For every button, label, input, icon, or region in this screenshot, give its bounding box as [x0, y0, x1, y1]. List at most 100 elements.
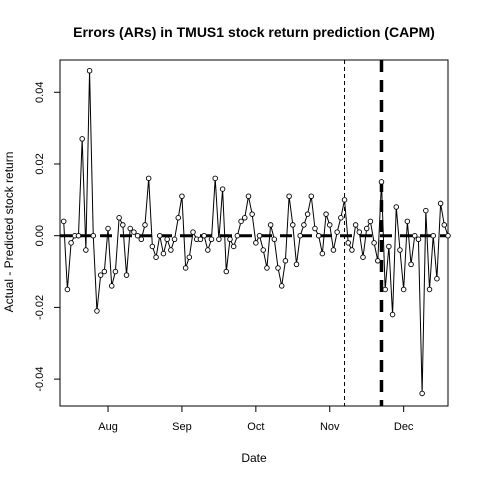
x-tick-label: Nov	[320, 421, 340, 433]
data-point	[197, 236, 204, 243]
data-point	[105, 225, 111, 232]
data-point	[94, 308, 100, 314]
y-tick-label: 0.00	[34, 225, 46, 246]
data-point	[271, 236, 278, 243]
y-tick-label: 0.02	[34, 153, 46, 174]
data-point	[97, 272, 104, 278]
data-point	[389, 311, 396, 318]
x-tick-label: Aug	[98, 421, 118, 433]
chart-title: Errors (ARs) in TMUS1 stock return predi…	[73, 24, 435, 40]
series-points	[60, 68, 451, 397]
data-point	[60, 218, 67, 225]
data-point	[142, 222, 148, 228]
data-point	[168, 247, 174, 253]
data-point	[408, 261, 414, 268]
data-point	[282, 258, 289, 264]
data-point	[308, 193, 315, 199]
data-point	[208, 236, 215, 243]
data-point	[315, 232, 322, 239]
data-point	[304, 211, 311, 217]
data-point	[312, 225, 318, 232]
data-point	[116, 215, 122, 221]
data-point	[138, 236, 145, 243]
data-point	[238, 218, 244, 225]
data-point	[227, 236, 233, 243]
data-point	[430, 232, 436, 239]
data-point	[245, 193, 252, 199]
y-axis-title: Actual - Predicted stock return	[2, 152, 16, 313]
data-point	[338, 215, 344, 221]
y-tick-label: -0.02	[34, 295, 46, 320]
data-point	[112, 268, 119, 275]
data-point	[249, 211, 255, 217]
data-point	[278, 283, 285, 289]
data-point	[68, 240, 74, 246]
data-point	[164, 236, 170, 243]
data-point	[86, 68, 93, 74]
data-point	[415, 236, 422, 243]
data-point	[423, 207, 429, 214]
data-point	[323, 211, 329, 217]
data-point	[234, 232, 241, 239]
data-point	[90, 232, 97, 239]
data-point	[290, 222, 296, 228]
x-tick-label: Sep	[172, 421, 192, 433]
data-point	[341, 197, 348, 203]
data-point	[171, 236, 178, 243]
data-point	[123, 272, 130, 278]
x-tick-label: Oct	[247, 421, 264, 433]
data-point	[175, 215, 181, 221]
data-point	[256, 232, 263, 239]
series-path	[63, 70, 449, 394]
data-point	[404, 218, 411, 225]
data-point	[356, 229, 363, 235]
data-point	[327, 222, 333, 228]
data-point	[345, 240, 351, 246]
data-point	[275, 265, 281, 271]
data-point	[108, 283, 115, 289]
data-point	[301, 222, 307, 228]
data-point	[419, 390, 425, 397]
data-point	[445, 232, 451, 239]
data-point	[157, 232, 163, 239]
data-point	[145, 175, 152, 182]
data-point	[286, 193, 292, 199]
data-point	[260, 247, 266, 253]
data-point	[83, 247, 89, 253]
data-point	[375, 258, 381, 264]
data-point	[330, 247, 337, 253]
data-point	[212, 175, 218, 182]
data-point	[371, 240, 377, 246]
data-point	[131, 229, 137, 235]
y-tick-label: 0.04	[34, 82, 46, 103]
data-point	[190, 229, 196, 235]
data-point	[437, 200, 444, 207]
data-point	[264, 265, 270, 271]
data-point	[352, 222, 359, 228]
data-point	[267, 222, 274, 228]
data-point	[334, 229, 340, 235]
data-point	[297, 232, 303, 239]
data-point	[201, 232, 207, 239]
data-point	[186, 254, 193, 260]
data-point	[179, 193, 185, 199]
x-axis-title: Date	[241, 451, 267, 465]
y-tick-label: -0.04	[34, 367, 46, 392]
data-point	[378, 179, 385, 185]
data-point	[153, 254, 159, 260]
data-point	[382, 286, 388, 293]
x-tick-label: Dec	[394, 421, 414, 433]
data-point	[434, 275, 440, 282]
data-point	[230, 243, 237, 250]
data-point	[293, 261, 300, 268]
data-point	[363, 225, 370, 232]
data-point	[223, 268, 230, 275]
data-point	[127, 225, 133, 232]
data-point	[79, 136, 85, 142]
data-point	[367, 218, 374, 225]
data-point	[400, 286, 407, 293]
x-axis: Aug Sep Oct Nov Dec	[98, 406, 414, 433]
data-point	[120, 222, 126, 228]
data-point	[360, 254, 366, 260]
